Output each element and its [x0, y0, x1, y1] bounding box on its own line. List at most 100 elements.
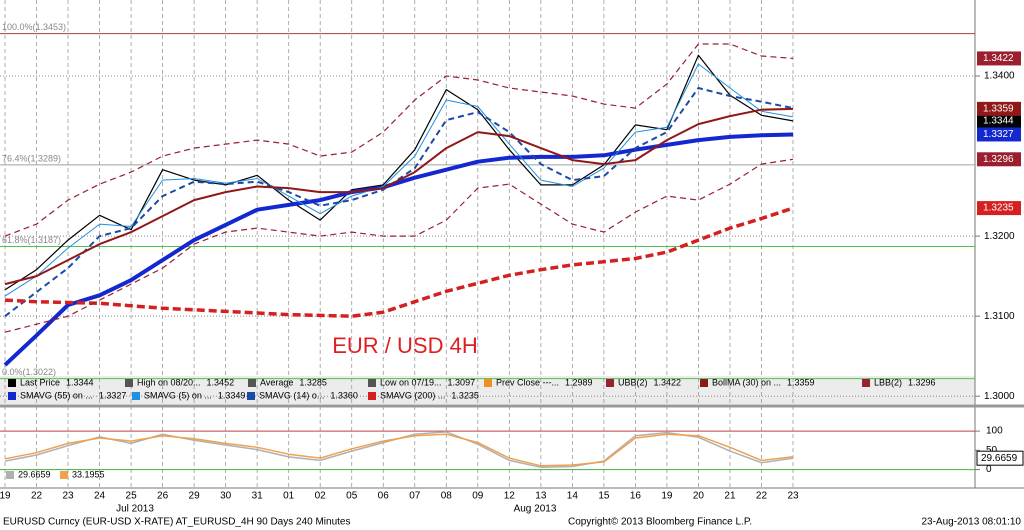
price-tag	[977, 127, 1021, 142]
legend-swatch	[700, 379, 708, 387]
x-tick-label: 26	[157, 491, 169, 502]
legend-label: SMAVG (5) on ...	[144, 390, 212, 400]
x-tick-label: 30	[220, 491, 232, 502]
price-tag-label: 1.3422	[983, 53, 1014, 64]
x-tick-label: 06	[378, 491, 390, 502]
footer-right: 23-Aug-2013 08:01:10	[921, 517, 1021, 528]
legend-value: 1.2989	[565, 377, 593, 387]
price-tag	[977, 113, 1021, 128]
series-line	[4, 63, 794, 297]
x-tick-label: 16	[630, 491, 642, 502]
price-tag-label: 1.3359	[983, 103, 1014, 114]
legend-value: 33.1955	[72, 469, 105, 479]
x-tick-label: 29	[189, 491, 201, 502]
x-tick-label: 13	[535, 491, 547, 502]
legend-label: SMAVG (14) o...	[259, 390, 324, 400]
y-tick-label: 1.3000	[984, 391, 1015, 402]
x-tick-label: 31	[252, 491, 264, 502]
y-tick-label: 1.3100	[984, 311, 1015, 322]
price-tag-label: 1.3235	[983, 203, 1014, 214]
legend-value: 1.3235	[451, 390, 479, 400]
y-tick-label: 50	[986, 445, 998, 456]
x-tick-label: 25	[126, 491, 138, 502]
x-tick-label: 08	[441, 491, 453, 502]
y-tick-label: 100	[986, 426, 1003, 437]
legend-swatch	[248, 379, 256, 387]
legend-label: High on 08/20...	[137, 377, 201, 387]
x-tick-label: 22	[31, 491, 43, 502]
legend-value: 29.6659	[18, 469, 51, 479]
price-tag	[977, 101, 1021, 116]
fib-label: 76.4%(1.3289)	[2, 153, 61, 163]
price-tag	[977, 201, 1021, 216]
legend-label: Average	[260, 377, 293, 387]
legend-swatch	[6, 471, 14, 479]
series-line	[3, 132, 794, 367]
x-tick-label: 02	[315, 491, 327, 502]
x-tick-label: 01	[283, 491, 295, 502]
legend-swatch	[125, 379, 133, 387]
series-line	[4, 158, 794, 333]
legend-value: 1.3097	[448, 377, 476, 387]
legend-label: Last Price	[20, 377, 60, 387]
x-tick-label: 20	[693, 491, 705, 502]
legend-value: 1.3452	[207, 377, 235, 387]
legend-value: 1.3359	[787, 377, 815, 387]
legend-value: 1.3344	[66, 377, 94, 387]
x-tick-label: 23	[62, 491, 74, 502]
fib-label: 100.0%(1.3453)	[2, 22, 66, 32]
fib-label: 61.8%(1.3187)	[2, 235, 61, 245]
price-tag	[977, 51, 1021, 66]
y-tick-label: 1.3400	[984, 71, 1015, 82]
x-tick-label: 23	[787, 491, 799, 502]
series-line	[4, 107, 794, 286]
series-line	[4, 43, 794, 237]
price-tag-label: 29.6659	[981, 453, 1018, 464]
series-line	[4, 206, 794, 318]
x-tick-label: 19	[661, 491, 673, 502]
x-tick-label: 12	[504, 491, 516, 502]
legend-label: UBB(2)	[618, 377, 648, 387]
fib-label: 0.0%(1.3022)	[2, 367, 56, 377]
legend-value: 1.3327	[99, 390, 127, 400]
legend-label: SMAVG (55) on ...	[20, 390, 93, 400]
legend-label: Low on 07/19...	[380, 377, 442, 387]
x-tick-label: 14	[567, 491, 579, 502]
y-tick-label: 1.3200	[984, 231, 1015, 242]
price-tag-label: 1.3296	[983, 154, 1014, 165]
series-line	[4, 54, 794, 291]
month-label: Jul 2013	[116, 504, 154, 515]
legend-swatch	[247, 392, 255, 400]
legend-swatch	[60, 471, 68, 479]
legend-value: 1.3285	[299, 377, 327, 387]
annotation: EUR / USD 4H	[332, 333, 477, 358]
price-tag	[976, 450, 1024, 466]
footer-left: EURUSD Curncy (EUR-USD X-RATE) AT_EURUSD…	[3, 517, 351, 528]
x-tick-label: 19	[0, 491, 11, 502]
legend-swatch	[368, 392, 376, 400]
legend-label: SMAVG (200) ...	[380, 390, 445, 400]
legend-swatch	[484, 379, 492, 387]
legend-swatch	[606, 379, 614, 387]
legend-swatch	[862, 379, 870, 387]
x-tick-label: 09	[472, 491, 484, 502]
legend-label: LBB(2)	[874, 377, 902, 387]
footer-center: Copyright© 2013 Bloomberg Finance L.P.	[568, 517, 752, 528]
series-line	[4, 433, 794, 467]
series-line	[4, 87, 794, 317]
price-tag-label: 1.3344	[983, 116, 1014, 127]
price-tag	[977, 152, 1021, 167]
y-tick-label: 0	[986, 464, 992, 475]
x-tick-label: 24	[94, 491, 106, 502]
legend-value: 1.3349	[218, 390, 246, 400]
legend-swatch	[368, 379, 376, 387]
x-tick-label: 21	[724, 491, 736, 502]
price-tag-label: 1.3327	[983, 129, 1014, 140]
month-label: Aug 2013	[514, 504, 557, 515]
legend-swatch	[8, 379, 16, 387]
x-tick-label: 07	[409, 491, 421, 502]
legend-label: BollMA (30) on ...	[712, 377, 781, 387]
legend-value: 1.3360	[330, 390, 358, 400]
legend-swatch	[8, 392, 16, 400]
